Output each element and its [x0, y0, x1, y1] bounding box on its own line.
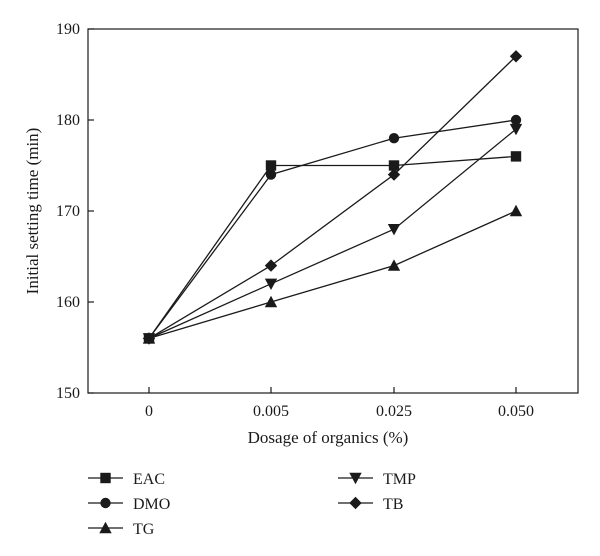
x-axis-label: Dosage of organics (%)	[248, 428, 409, 447]
legend-item-tg: TG	[88, 521, 155, 538]
data-point-dmo	[510, 114, 522, 126]
x-tick-label: 0.025	[376, 403, 412, 420]
data-point-dmo	[388, 133, 400, 144]
data-point-dmo	[265, 169, 277, 180]
y-axis-label: Initial setting time (min)	[23, 128, 42, 295]
series-dmo	[143, 114, 522, 344]
data-point-eac	[510, 151, 522, 162]
legend-marker-dmo	[100, 497, 111, 509]
series-line-dmo	[148, 119, 517, 339]
series-line-eac	[148, 155, 517, 339]
y-tick-label: 150	[56, 385, 80, 402]
series-line-tmp	[148, 128, 517, 339]
series-tg	[142, 204, 523, 344]
data-point-tg	[509, 204, 523, 217]
data-point-tg	[387, 259, 401, 271]
plot-frame	[87, 28, 579, 394]
legend-item-tmp: TMP	[338, 471, 416, 488]
legend-item-tb: TB	[338, 496, 403, 513]
x-tick-label: 0.050	[498, 403, 534, 420]
series-line-tg	[148, 210, 517, 340]
x-tick-label: 0	[145, 403, 153, 420]
data-point-tmp	[264, 278, 278, 290]
legend: EAC DMO TG TMP TB	[88, 471, 416, 538]
series-layer	[142, 50, 523, 345]
data-point-tmp	[387, 224, 401, 236]
data-point-tb	[387, 168, 401, 181]
legend-marker-tmp	[349, 472, 362, 485]
y-tick-label: 170	[56, 203, 80, 220]
x-tick-label: 0.005	[253, 403, 289, 420]
legend-marker-tb	[349, 496, 362, 510]
data-point-tg	[264, 295, 278, 308]
x-axis-ticks: 0 0.005 0.025 0.050	[145, 387, 534, 420]
legend-item-eac: EAC	[88, 471, 165, 488]
data-point-tb	[142, 332, 156, 345]
legend-label-tmp: TMP	[383, 471, 416, 488]
legend-label-tb: TB	[383, 496, 403, 513]
legend-item-dmo: DMO	[88, 496, 170, 513]
y-axis-ticks: 150 160 170 180 190	[56, 21, 94, 402]
legend-label-tg: TG	[133, 521, 155, 538]
data-point-eac	[388, 160, 400, 171]
data-point-tb	[509, 50, 523, 63]
y-tick-label: 190	[56, 21, 80, 38]
legend-label-dmo: DMO	[133, 496, 170, 513]
data-point-eac	[265, 160, 277, 171]
legend-marker-tg	[99, 521, 112, 534]
data-point-tmp	[509, 123, 523, 136]
legend-marker-eac	[100, 472, 111, 484]
series-tb	[142, 50, 523, 345]
y-tick-label: 180	[56, 112, 80, 129]
y-tick-label: 160	[56, 294, 80, 311]
data-point-tb	[264, 259, 278, 272]
series-line-tb	[148, 55, 517, 339]
legend-label-eac: EAC	[133, 471, 165, 488]
